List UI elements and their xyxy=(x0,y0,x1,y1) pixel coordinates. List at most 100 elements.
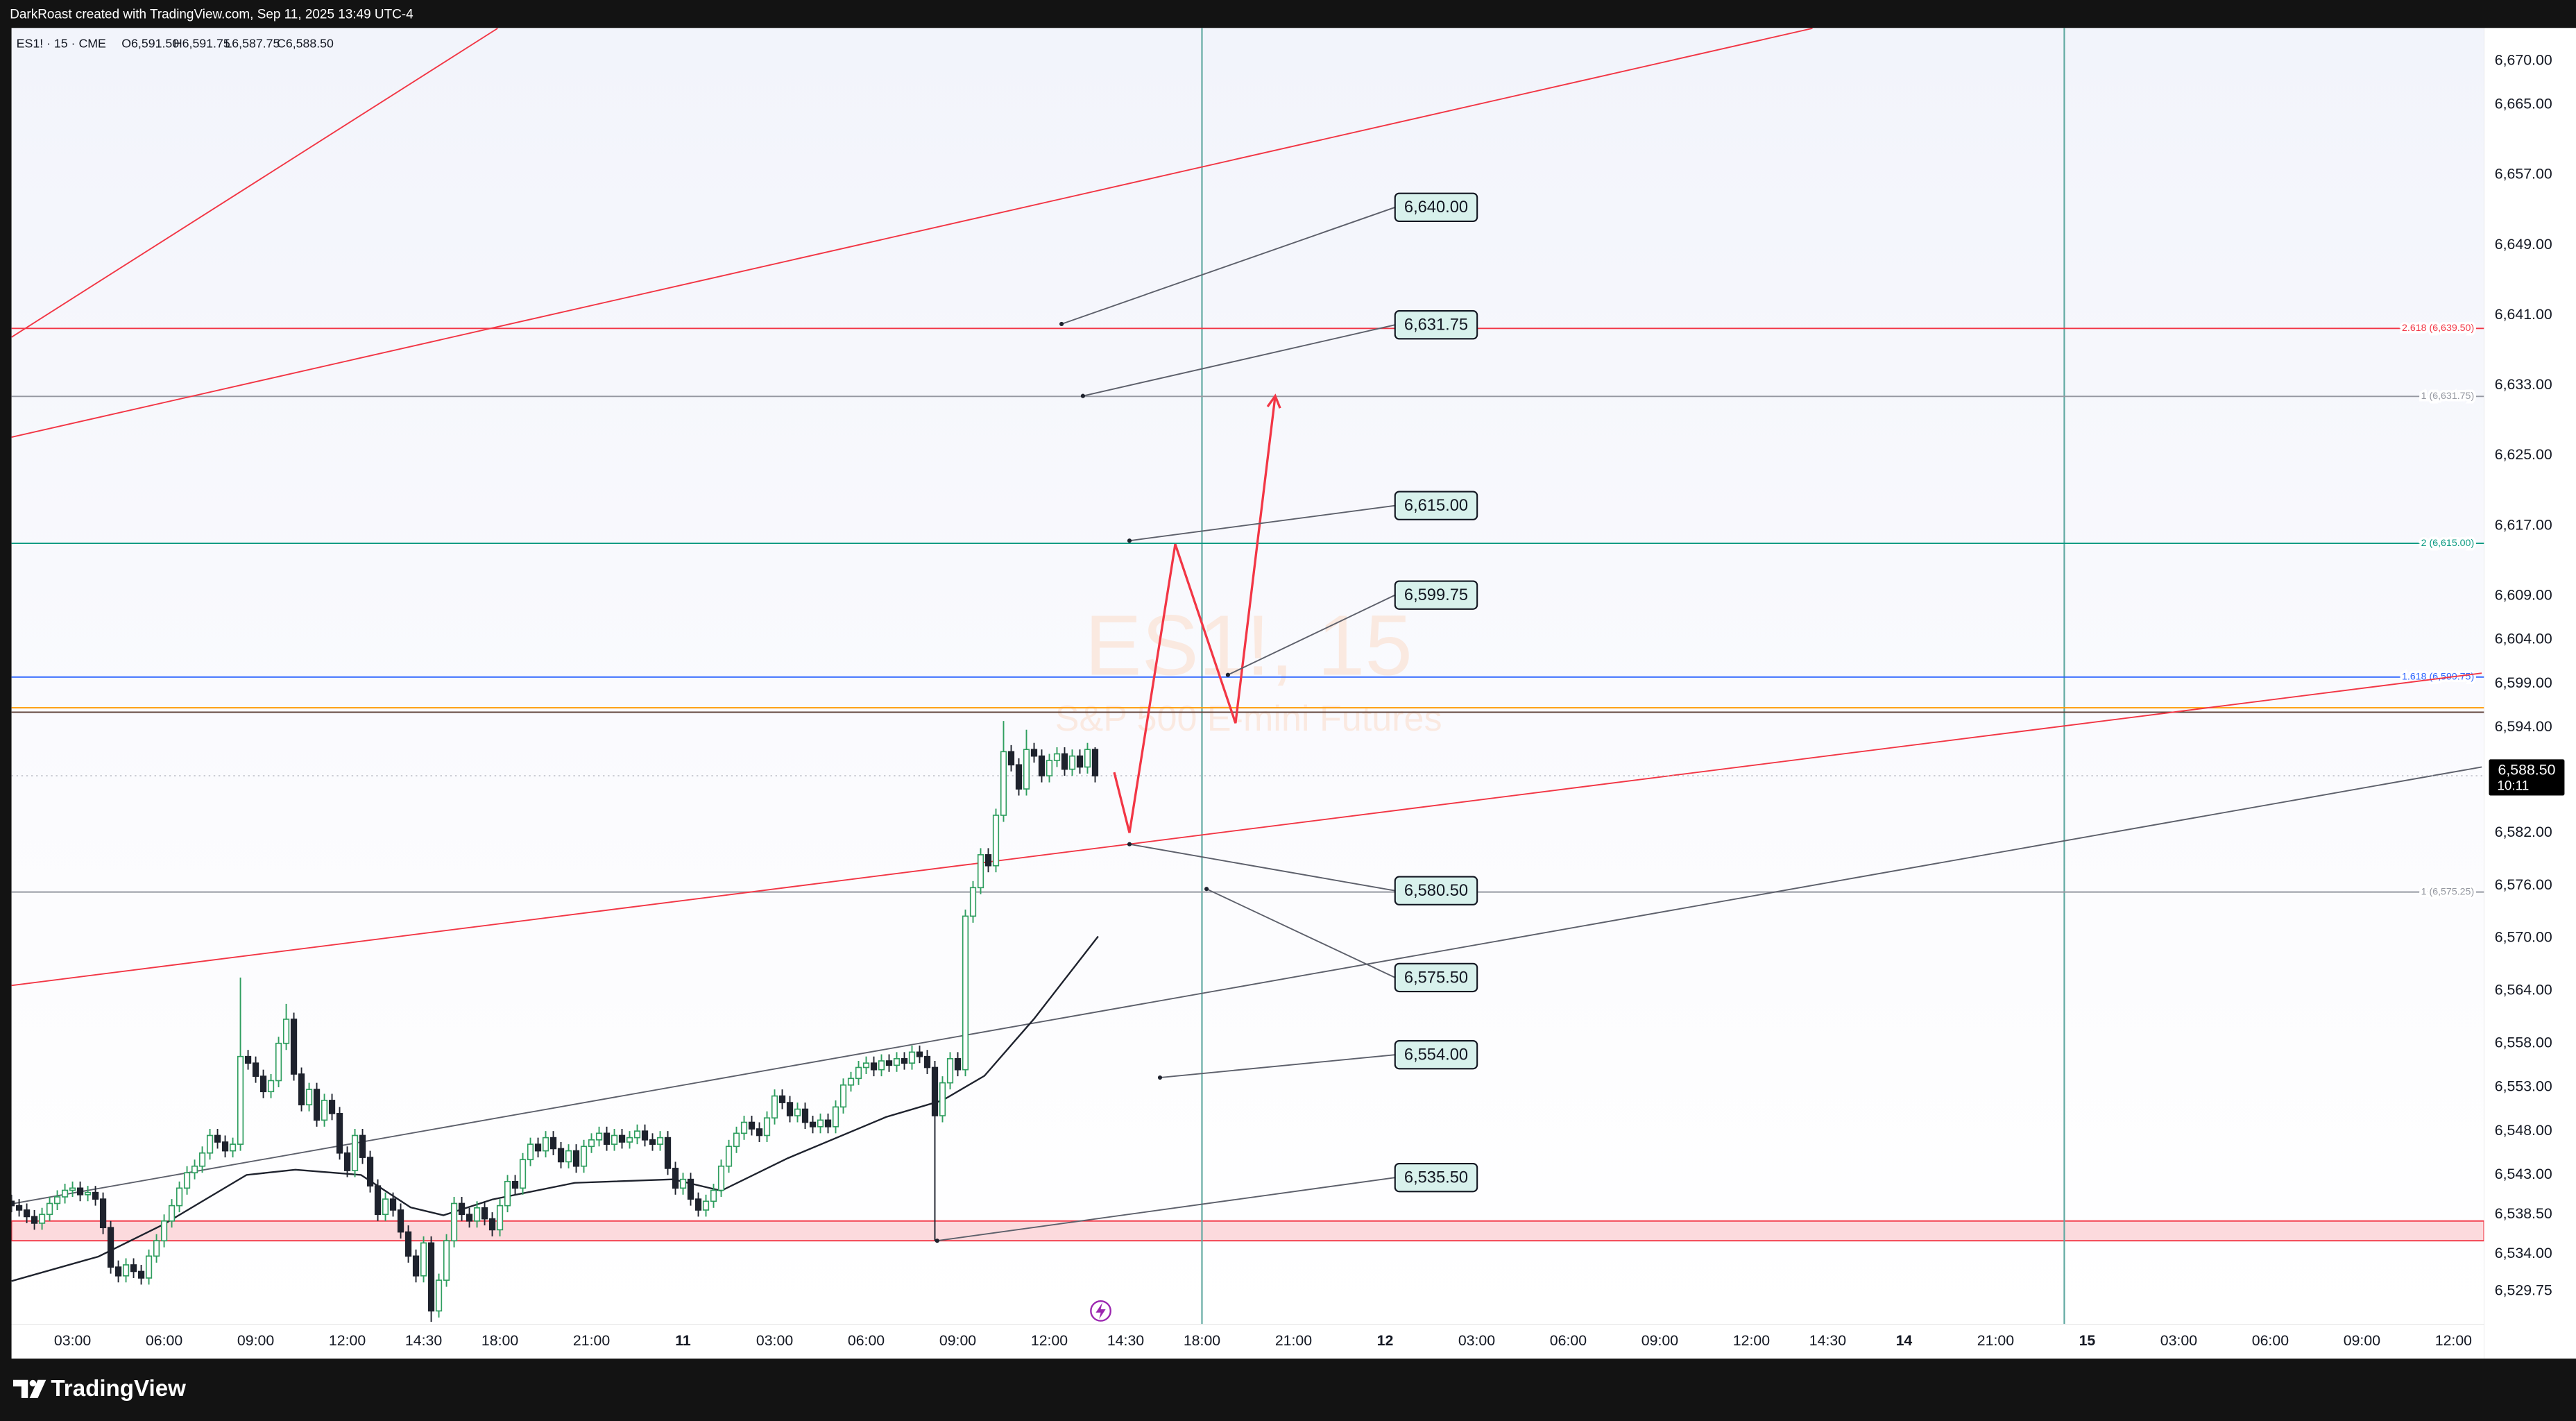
candle-body xyxy=(687,1178,694,1200)
countdown: 10:11 xyxy=(2497,778,2529,793)
candle-body xyxy=(99,1198,107,1229)
x-tick-label: 03:00 xyxy=(2160,1332,2197,1349)
x-tick-label: 06:00 xyxy=(1550,1332,1587,1349)
candle-body xyxy=(176,1187,183,1207)
annotation-box xyxy=(1394,580,1478,610)
annotation-connector xyxy=(1129,504,1395,542)
candle-body xyxy=(969,887,977,917)
y-tick-label: 6,649.00 xyxy=(2495,236,2552,253)
candle-body xyxy=(572,1150,580,1167)
candle-body xyxy=(603,1132,611,1145)
x-tick-label: 21:00 xyxy=(573,1332,610,1349)
x-tick-label: 11 xyxy=(675,1332,691,1349)
candle-body xyxy=(1023,749,1030,790)
candle-body xyxy=(15,1205,23,1211)
candle-body xyxy=(710,1189,717,1202)
y-tick-label: 6,564.00 xyxy=(2495,981,2552,998)
x-tick-label: 12:00 xyxy=(1733,1332,1770,1349)
candle-body xyxy=(267,1080,275,1093)
candle-body xyxy=(885,1060,893,1066)
candle-body xyxy=(595,1132,603,1141)
candle-body xyxy=(31,1216,38,1224)
candle-body xyxy=(351,1134,359,1171)
annotation-connector xyxy=(1206,888,1396,978)
candle-body xyxy=(183,1172,191,1189)
ohlc-value: O6,591.50 xyxy=(121,37,179,51)
candle-body xyxy=(893,1058,901,1066)
candle-body xyxy=(1076,755,1084,768)
y-tick-label: 6,670.00 xyxy=(2495,51,2552,68)
candle-body xyxy=(611,1134,618,1145)
candle-body xyxy=(259,1075,267,1093)
annotation-anchor xyxy=(1204,887,1209,892)
candle-body xyxy=(1068,755,1076,770)
candle-body xyxy=(1046,760,1053,776)
credit: DarkRoast created with TradingView.com, … xyxy=(10,7,413,22)
candle-body xyxy=(275,1042,282,1082)
x-tick-label: 14:30 xyxy=(1809,1332,1846,1349)
candle-body xyxy=(633,1130,641,1139)
annotation-connector xyxy=(937,1177,1395,1242)
fib-label: 2.618 (6,639.50) xyxy=(2402,323,2474,334)
candle-body xyxy=(1061,753,1068,770)
candle-body xyxy=(527,1143,534,1161)
annotation-connector xyxy=(1227,594,1396,676)
candle-body xyxy=(847,1078,855,1086)
x-tick-label: 14:30 xyxy=(405,1332,442,1349)
x-tick-label: 06:00 xyxy=(848,1332,885,1349)
trendline xyxy=(11,766,2482,1205)
candle-body xyxy=(153,1240,160,1257)
candle-body xyxy=(549,1137,557,1150)
candle-body xyxy=(809,1121,817,1128)
annotation-label: 6,554.00 xyxy=(1404,1046,1468,1064)
candle-body xyxy=(756,1128,763,1137)
candle-body xyxy=(374,1185,382,1216)
candle-body xyxy=(542,1137,549,1152)
annotation-anchor xyxy=(1059,321,1064,327)
y-tick-label: 6,599.00 xyxy=(2495,674,2552,691)
candle-body xyxy=(305,1089,313,1106)
candle-body xyxy=(763,1117,771,1137)
candle-body xyxy=(832,1106,839,1128)
x-tick-label: 03:00 xyxy=(54,1332,91,1349)
candle-body xyxy=(92,1191,99,1200)
brand-logo xyxy=(12,1379,46,1398)
last-price-label: 6,588.50 xyxy=(2498,762,2556,778)
annotation-anchor xyxy=(1157,1075,1163,1080)
candle-body xyxy=(69,1187,76,1191)
candle-body xyxy=(878,1060,885,1071)
candle-body xyxy=(359,1134,366,1158)
candle-body xyxy=(908,1051,916,1064)
annotation-box xyxy=(1394,1162,1478,1193)
y-tick-label: 6,617.00 xyxy=(2495,516,2552,533)
candle-body xyxy=(404,1231,412,1257)
candle-body xyxy=(641,1130,649,1141)
candle-body xyxy=(389,1198,397,1211)
projection-arrowhead xyxy=(1266,393,1281,409)
candle-body xyxy=(725,1146,733,1167)
annotation-anchor xyxy=(1080,393,1085,398)
candle-body xyxy=(206,1134,214,1154)
candle-body xyxy=(717,1165,725,1191)
candle-body xyxy=(290,1019,298,1075)
candle-body xyxy=(931,1066,939,1116)
candle-body xyxy=(336,1113,343,1154)
trendline xyxy=(11,28,498,338)
annotation-box xyxy=(1394,962,1478,993)
y-tick-label: 6,633.00 xyxy=(2495,376,2552,393)
candle-body xyxy=(984,854,992,867)
annotation-connector xyxy=(1129,843,1395,892)
candle-body xyxy=(946,1058,954,1084)
candle-body xyxy=(443,1240,450,1281)
annotation-box xyxy=(1394,1039,1478,1070)
y-tick-label: 6,582.00 xyxy=(2495,824,2552,840)
last-price-tag xyxy=(2489,759,2565,796)
x-tick-label: 03:00 xyxy=(1458,1332,1495,1349)
candle-body xyxy=(824,1119,832,1128)
candle-body xyxy=(366,1157,374,1187)
y-tick-label: 6,657.00 xyxy=(2495,166,2552,182)
candle-body xyxy=(481,1207,488,1220)
annotation-box xyxy=(1394,192,1478,222)
y-tick-label: 6,641.00 xyxy=(2495,306,2552,323)
